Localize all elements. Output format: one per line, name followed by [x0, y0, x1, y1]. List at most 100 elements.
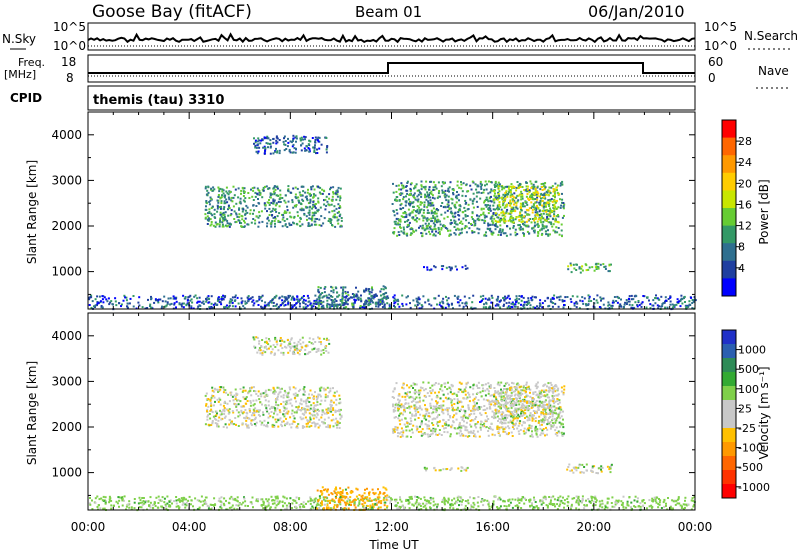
- echo-cell: [518, 295, 521, 297]
- echo-cell: [561, 201, 563, 204]
- echo-cell: [438, 405, 441, 408]
- echo-cell: [506, 381, 509, 384]
- echo-cell: [450, 398, 453, 401]
- echo-cell: [303, 390, 306, 393]
- echo-cell: [318, 424, 321, 427]
- echo-cell: [418, 189, 420, 192]
- echo-cell: [439, 233, 441, 236]
- echo-cell: [338, 410, 341, 413]
- echo-cell: [323, 287, 326, 290]
- echo-cell: [501, 218, 504, 221]
- echo-cell: [306, 304, 309, 307]
- echo-cell: [206, 296, 209, 299]
- echo-cell: [530, 182, 533, 185]
- echo-cell: [436, 421, 439, 424]
- echo-cell: [394, 409, 397, 412]
- echo-cell: [419, 203, 422, 206]
- echo-cell: [444, 396, 447, 399]
- echo-cell: [658, 305, 660, 308]
- echo-cell: [327, 351, 330, 354]
- echo-cell: [209, 224, 212, 227]
- echo-cell: [315, 404, 317, 407]
- echo-cell: [487, 224, 490, 227]
- echo-cell: [523, 303, 526, 306]
- echo-cell: [223, 400, 226, 403]
- echo-cell: [485, 183, 488, 186]
- echo-cell: [126, 302, 129, 305]
- echo-cell: [329, 186, 332, 189]
- echo-cell: [426, 193, 429, 196]
- echo-cell: [551, 405, 554, 408]
- echo-cell: [252, 336, 255, 339]
- echo-cell: [510, 183, 513, 186]
- echo-cell: [316, 298, 319, 301]
- echo-cell: [247, 299, 250, 302]
- echo-cell: [487, 382, 490, 385]
- echo-cell: [169, 303, 172, 306]
- echo-cell: [526, 185, 529, 188]
- echo-cell: [463, 227, 466, 230]
- echo-cell: [396, 404, 399, 407]
- echo-cell: [580, 267, 583, 270]
- echo-cell: [313, 347, 316, 350]
- echo-cell: [484, 383, 487, 386]
- echo-cell: [260, 210, 263, 213]
- echo-cell: [282, 405, 285, 408]
- echo-cell: [569, 262, 572, 265]
- echo-cell: [436, 394, 439, 397]
- echo-cell: [415, 406, 418, 409]
- echo-cell: [257, 150, 260, 153]
- echo-cell: [412, 209, 415, 212]
- echo-cell: [210, 404, 213, 407]
- echo-cell: [255, 421, 258, 424]
- echo-cell: [266, 425, 269, 428]
- echo-cell: [252, 399, 255, 402]
- echo-cell: [543, 196, 545, 199]
- echo-cell: [500, 217, 502, 220]
- echo-cell: [286, 209, 289, 212]
- echo-cell: [154, 299, 157, 302]
- echo-cell: [257, 395, 260, 397]
- echo-cell: [519, 212, 522, 215]
- echo-cell: [549, 404, 552, 407]
- echo-cell: [408, 396, 411, 399]
- echo-cell: [254, 139, 257, 142]
- echo-cell: [431, 228, 434, 231]
- echo-cell: [559, 184, 562, 187]
- echo-cell: [302, 208, 305, 211]
- echo-cell: [269, 415, 272, 418]
- echo-cell: [266, 410, 269, 413]
- echo-cell: [536, 220, 539, 223]
- echo-cell: [526, 188, 529, 191]
- echo-cell: [294, 392, 297, 395]
- echo-cell: [511, 381, 513, 384]
- echo-cell: [268, 204, 271, 206]
- echo-cell: [219, 187, 222, 190]
- echo-cell: [288, 150, 291, 153]
- echo-cell: [557, 227, 560, 229]
- echo-cell: [400, 403, 403, 406]
- echo-cell: [268, 214, 271, 216]
- echo-cell: [297, 300, 300, 303]
- echo-cell: [223, 219, 226, 222]
- echo-cell: [561, 198, 564, 201]
- echo-cell: [246, 426, 249, 429]
- echo-cell: [543, 188, 546, 191]
- echo-cell: [339, 417, 342, 420]
- echo-cell: [235, 220, 238, 223]
- echo-cell: [536, 305, 538, 308]
- echo-cell: [506, 195, 509, 198]
- echo-cell: [239, 202, 242, 205]
- echo-cell: [274, 399, 277, 402]
- echo-cell: [395, 223, 398, 226]
- echo-cell: [415, 229, 418, 232]
- echo-cell: [516, 233, 519, 236]
- echo-cell: [381, 297, 384, 300]
- echo-cell: [297, 408, 299, 411]
- echo-cell: [535, 213, 538, 216]
- echo-cell: [333, 301, 336, 304]
- echo-cell: [485, 399, 488, 402]
- echo-cell: [437, 228, 440, 231]
- echo-cell: [267, 412, 270, 415]
- echo-cell: [301, 426, 304, 429]
